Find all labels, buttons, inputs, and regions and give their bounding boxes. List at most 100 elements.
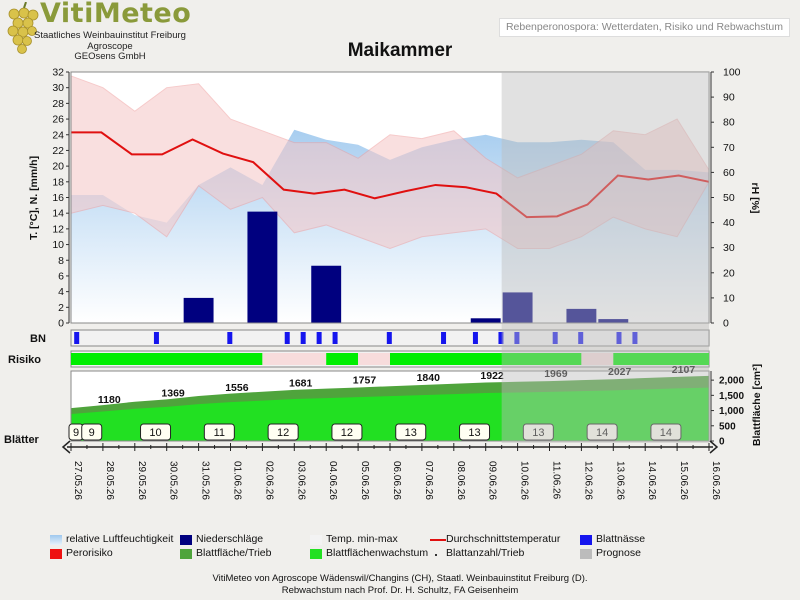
x-axis-date-label: 08.06.26 (455, 461, 466, 500)
legend-swatch (180, 549, 192, 559)
header-subtitle: Rebenperonospora: Wetterdaten, Risiko un… (498, 18, 790, 37)
risk-segment (326, 353, 359, 365)
leaf-count-label: 13 (532, 427, 544, 439)
left-axis-tick-label: 6 (58, 270, 64, 282)
precipitation-bar (470, 318, 501, 323)
legend-label: Perorisiko (66, 547, 113, 559)
left-axis-tick-label: 16 (52, 192, 64, 204)
risk-segment (262, 353, 327, 365)
x-axis-date-label: 31.05.26 (200, 461, 211, 500)
right-axis-tick-label: 0 (723, 318, 729, 330)
leaf-count-label: 9 (89, 427, 95, 439)
legend-item: Temp. min-max (310, 533, 398, 545)
legend-item: Durchschnittstemperatur (430, 533, 560, 545)
leaf-count-box (395, 423, 427, 441)
leaf-area-value-label: 2027 (608, 366, 632, 378)
legend-label: Blattnässe (596, 533, 646, 545)
leaf-count-box (331, 423, 363, 441)
x-axis-date-label: 28.05.26 (104, 461, 115, 500)
legend-item: Blattflächenwachstum (310, 547, 428, 559)
main-plot-border (70, 71, 710, 324)
leaf-wetness-mark (498, 332, 504, 344)
right-axis-title: rH [%] (749, 183, 761, 214)
leaf-wetness-mark (332, 332, 338, 344)
leaf-area-tick-label: 2,000 (719, 376, 744, 387)
logo-line-3: GEOsens GmbH (74, 51, 146, 62)
x-axis-date-label: 16.06.26 (710, 461, 721, 500)
right-axis-tick-label: 20 (723, 267, 735, 279)
leaf-count-label: 10 (149, 427, 161, 439)
leaf-count-label: 11 (214, 427, 225, 439)
risk-label: Risiko (8, 354, 41, 366)
leaf-area-value-label: 1922 (480, 370, 504, 382)
leaf-wetness-mark (316, 332, 322, 344)
legend-swatch (310, 549, 322, 559)
leaf-area-value-label: 2107 (672, 364, 696, 376)
precipitation-bar (183, 297, 214, 323)
logo-line-1: Staatliches Weinbauinstitut Freiburg (34, 30, 186, 41)
legend-swatch (50, 549, 62, 559)
leaf-wetness-mark (552, 332, 558, 344)
precipitation-bar (247, 211, 278, 323)
leaf-count-box (522, 423, 554, 441)
leaves-label: Blätter (4, 434, 40, 446)
leaf-wetness-mark (472, 332, 478, 344)
legend-item: Blattanzahl/Trieb (430, 547, 524, 559)
leaf-wetness-mark (74, 332, 80, 344)
left-axis-tick-label: 10 (52, 239, 64, 251)
left-axis-tick-label: 0 (58, 318, 64, 330)
leaf-count-box (586, 423, 618, 441)
legend-label: Blattanzahl/Trieb (446, 547, 525, 559)
left-axis-tick-label: 28 (52, 98, 64, 110)
x-axis-date-label: 15.06.26 (678, 461, 689, 500)
leaf-count-label: 12 (341, 427, 353, 439)
right-axis-tick-label: 40 (723, 217, 735, 229)
risk-segment (390, 353, 582, 365)
right-axis-tick-label: 100 (723, 67, 741, 79)
x-axis-left-arrow (61, 440, 71, 454)
left-axis-tick-label: 14 (52, 208, 64, 220)
leaf-area-value-label: 1681 (289, 378, 313, 390)
x-axis-date-label: 27.05.26 (72, 461, 83, 500)
risk-segment (581, 353, 614, 365)
logo-line-2: Agroscope (87, 41, 133, 52)
forecast-overlay (501, 72, 709, 443)
leaf-wetness-mark (284, 332, 290, 344)
leaf-wetness-mark (514, 332, 520, 344)
logo: VitiMeteo Staatliches Weinbauinstitut Fr… (0, 0, 200, 62)
leaf-count-label: 9 (73, 427, 79, 439)
precipitation-bar (311, 265, 342, 323)
right-axis-tick-label: 60 (723, 167, 735, 179)
precipitation-bar (566, 308, 597, 323)
x-axis-date-label: 11.06.26 (551, 461, 562, 500)
leaf-wetness-mark (578, 332, 584, 344)
legend-item: Prognose (580, 547, 641, 559)
legend-label: Niederschläge (196, 533, 264, 545)
leaf-wetness-label: BN (30, 333, 46, 345)
leaf-count-box (81, 423, 103, 441)
leaf-wetness-mark (386, 332, 392, 344)
risk-segment (358, 353, 390, 365)
left-axis-title: T. [°C], N. [mm/h] (28, 156, 40, 240)
avg-temp-line (71, 131, 710, 219)
leaf-wetness-mark (300, 332, 306, 344)
x-axis-date-label: 06.06.26 (391, 461, 402, 500)
left-axis-tick-label: 30 (52, 82, 64, 94)
legend-label: Blattfläche/Trieb (196, 547, 272, 559)
leaf-wetness-mark (227, 332, 233, 344)
x-axis-date-label: 29.05.26 (136, 461, 147, 500)
legend-item: Blattnässe (580, 533, 645, 545)
right-axis-tick-label: 90 (723, 92, 735, 104)
leaf-area-tick-label: 0 (719, 437, 725, 448)
x-axis-date-label: 13.06.26 (614, 461, 625, 500)
x-axis-date-label: 07.06.26 (423, 461, 434, 500)
legend-label: Blattflächenwachstum (326, 547, 429, 559)
legend-item: relative Luftfeuchtigkeit (50, 533, 173, 545)
leaf-count-label: 14 (660, 427, 672, 439)
legend-item: Niederschläge (180, 533, 263, 545)
leaf-wetness-mark (153, 332, 159, 344)
leaf-area-tick-label: 500 (719, 421, 736, 432)
legend-swatch (435, 554, 437, 556)
legend-label: relative Luftfeuchtigkeit (66, 533, 174, 545)
